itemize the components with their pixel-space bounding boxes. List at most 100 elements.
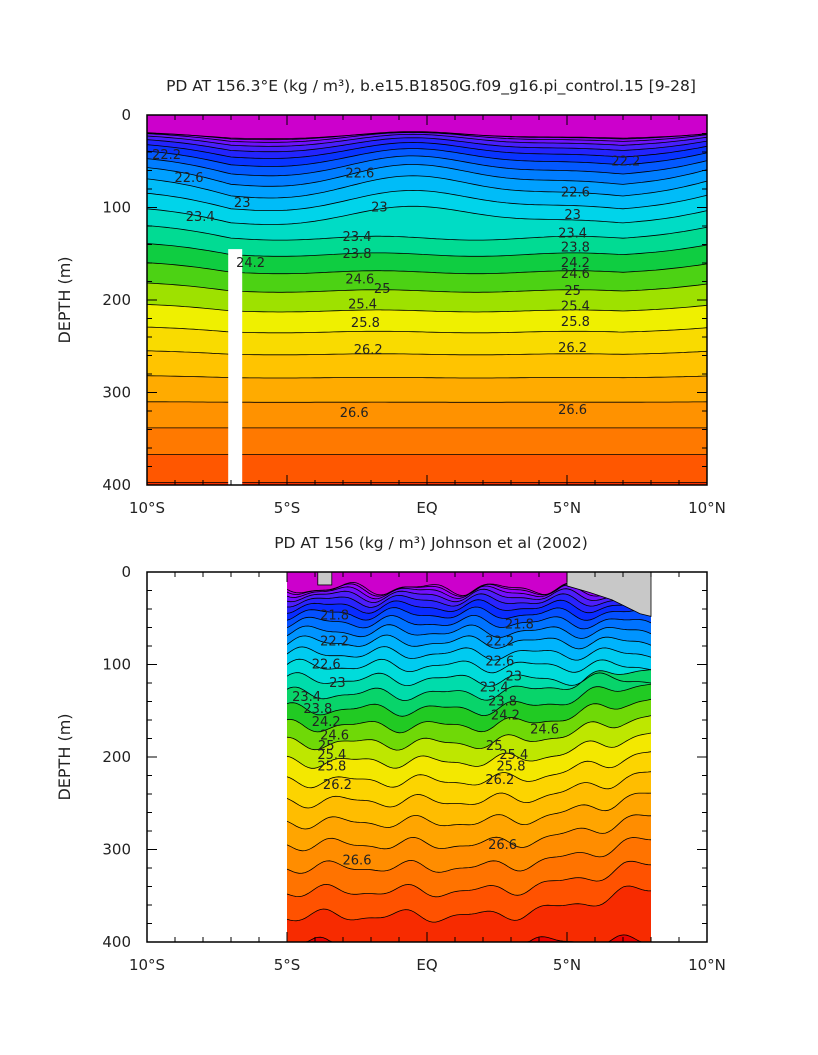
density-band (147, 137, 707, 159)
panel-model: PD AT 156.3°E (kg / m³), b.e15.B1850G.f0… (55, 77, 726, 517)
density-band (287, 615, 651, 639)
contour-line (286, 792, 652, 830)
contour-label: 22.6 (175, 171, 204, 186)
density-band (147, 134, 707, 152)
x-tick-label: 10°S (129, 956, 165, 974)
density-band (147, 304, 707, 333)
contour-line (147, 148, 707, 167)
density-band (147, 225, 707, 257)
x-tick-label: 10°N (688, 956, 726, 974)
contour-label: 26.2 (354, 343, 383, 358)
y-tick-label: 200 (102, 291, 131, 309)
density-band (287, 607, 651, 629)
x-tick-label: 5°N (553, 499, 581, 517)
density-band (147, 155, 707, 187)
y-tick-label: 300 (102, 841, 131, 859)
contour-label: 23 (371, 201, 388, 216)
contour-line (147, 131, 707, 141)
contour-label: 26.6 (488, 838, 517, 853)
contour-label: 24.6 (530, 722, 559, 737)
contour-label: 23.8 (303, 702, 332, 717)
density-band (287, 861, 651, 923)
contour-label: 23.8 (561, 240, 590, 255)
contour-line (286, 606, 652, 621)
contour-line (147, 189, 707, 211)
contour-label: 25.4 (348, 298, 377, 313)
contour-line (287, 593, 652, 608)
contour-label: 26.2 (323, 778, 352, 793)
contour-label: 24.6 (561, 267, 590, 282)
contour-label: 21.8 (505, 618, 534, 633)
x-tick-label: 10°S (129, 499, 165, 517)
x-tick-label: EQ (416, 499, 437, 517)
density-band (287, 837, 651, 897)
contour-line (147, 225, 707, 241)
panel-model-plot (147, 115, 707, 485)
density-band (147, 206, 707, 241)
density-band (287, 624, 651, 649)
y-tick-label: 100 (102, 656, 131, 674)
contour-line (286, 669, 652, 701)
contour-line (147, 142, 707, 159)
contour-label: 23 (564, 208, 581, 223)
density-band (287, 572, 651, 596)
x-tick-label: 5°S (274, 956, 301, 974)
y-tick-label: 100 (102, 199, 131, 217)
contour-line (286, 584, 652, 600)
contour-line (147, 131, 707, 143)
density-band (147, 401, 707, 428)
contour-label: 22.6 (345, 166, 374, 181)
contour-label: 23.4 (292, 690, 321, 705)
contour-line (286, 615, 652, 630)
contour-label: 26.2 (485, 773, 514, 788)
contour-label: 25.4 (499, 748, 528, 763)
contour-label: 23 (234, 196, 251, 211)
density-band (147, 148, 707, 176)
contour-line (147, 175, 707, 199)
density-band (147, 350, 707, 378)
x-tick-label: 5°N (553, 956, 581, 974)
contour-line (286, 715, 652, 751)
density-band (287, 814, 651, 874)
contour-label: 22.2 (611, 154, 640, 169)
observed-contour-lines (286, 581, 652, 942)
density-band (147, 190, 707, 225)
density-band (287, 588, 651, 608)
contour-label: 26.6 (558, 403, 587, 418)
density-band (287, 793, 651, 851)
x-tick-label: 10°N (688, 499, 726, 517)
contour-label: 24.2 (561, 256, 590, 271)
contour-label: 24.2 (312, 715, 341, 730)
y-tick-label: 300 (102, 384, 131, 402)
density-band (287, 585, 651, 603)
missing-data-patch (566, 572, 652, 617)
observed-y-axis-label: DEPTH (m) (55, 713, 74, 800)
contour-label: 26.2 (558, 341, 587, 356)
contour-label: 22.6 (312, 658, 341, 673)
contour-label: 25 (374, 282, 391, 297)
panel-model-title: PD AT 156.3°E (kg / m³), b.e15.B1850G.f0… (166, 77, 696, 96)
density-band (287, 646, 651, 673)
contour-label: 23.4 (480, 681, 509, 696)
density-band (147, 262, 707, 293)
y-tick-label: 0 (121, 106, 131, 124)
y-tick-label: 200 (102, 748, 131, 766)
contour-line (286, 646, 652, 661)
contour-line (286, 814, 651, 852)
contour-line (147, 137, 707, 153)
y-tick-label: 0 (121, 563, 131, 581)
contour-label: 23.4 (558, 226, 587, 241)
observed-masks (147, 572, 707, 942)
contour-line (286, 634, 652, 650)
contour-line (286, 751, 652, 789)
missing-data-patch (317, 572, 333, 586)
model-y-axis-label: DEPTH (m) (55, 256, 74, 343)
density-band (147, 327, 707, 355)
contour-line (286, 885, 652, 923)
contour-label: 23.4 (186, 210, 215, 225)
contour-label: 24.2 (491, 708, 520, 723)
density-band (287, 751, 651, 808)
contour-label: 25.8 (317, 759, 346, 774)
observed-axis-ticks: 10°S 5°S EQ 5°N 10°N 0 100 200 300 400 (102, 563, 726, 974)
